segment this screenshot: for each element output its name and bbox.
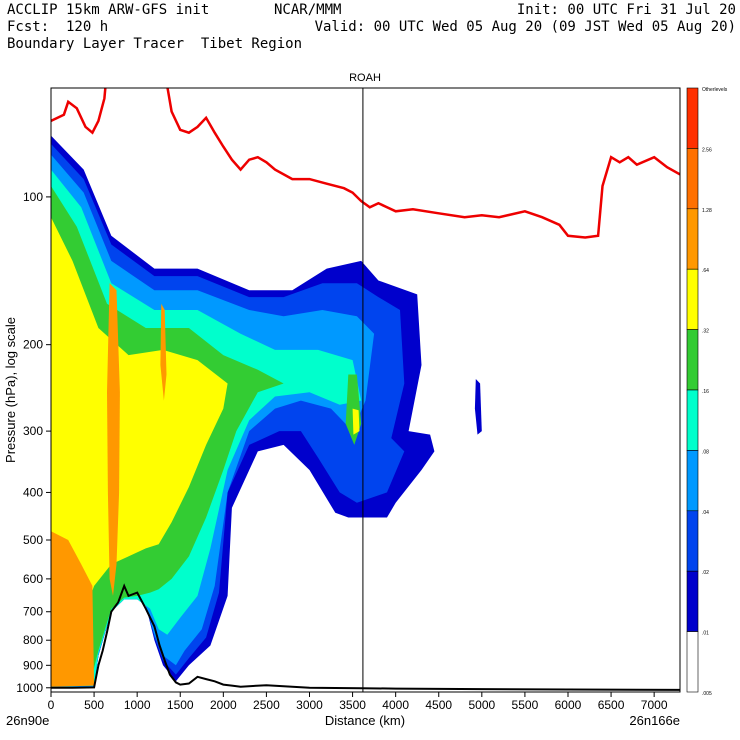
x-axis-label: Distance (km) [325, 713, 405, 728]
legend-swatch-0 [686, 87, 699, 149]
legend-swatch-9 [686, 631, 699, 693]
x-right-endpoint: 26n166e [629, 713, 680, 728]
field-name: Boundary Layer Tracer Tibet Region [7, 36, 303, 52]
y-tick-label-400: 400 [23, 485, 43, 499]
y-axis-label: Pressure (hPa), log scale [3, 317, 18, 463]
x-tick-label-7000: 7000 [641, 698, 668, 712]
x-tick-label-6500: 6500 [598, 698, 625, 712]
x-tick-label-1000: 1000 [124, 698, 151, 712]
contour-patch-2 [474, 379, 482, 435]
x-tick-label-1500: 1500 [167, 698, 194, 712]
legend-label-9: .01 [702, 631, 709, 637]
forecast-hour: Fcst: 120 h [7, 19, 109, 35]
contour-fill-6 [51, 531, 95, 687]
init-time: Init: 00 UTC Fri 31 Jul 20 [516, 2, 736, 18]
legend-label-1: 2.56 [702, 147, 712, 153]
x-tick-label-0: 0 [48, 698, 55, 712]
legend-swatch-8 [686, 570, 699, 632]
x-tick-label-2500: 2500 [253, 698, 280, 712]
x-tick-label-4000: 4000 [382, 698, 409, 712]
legend-label-4: .32 [702, 329, 709, 335]
x-tick-label-3500: 3500 [339, 698, 366, 712]
x-tick-label-5000: 5000 [468, 698, 495, 712]
legend-swatch-6 [686, 450, 699, 512]
legend-label-7: .04 [702, 510, 709, 516]
legend-swatch-7 [686, 510, 699, 572]
axes: 0 500 1000 1500 2000 2500 3000 3500 4000 4500 5000… [16, 190, 668, 712]
x-tick-label-500: 500 [84, 698, 104, 712]
legend-label-0: Otherlevels [702, 87, 728, 93]
tropopause-line [51, 88, 680, 239]
y-tick-label-800: 800 [23, 633, 43, 647]
y-tick-label-300: 300 [23, 424, 43, 438]
terrain-line [51, 583, 680, 691]
legend-label-8: .02 [702, 570, 709, 576]
legend-label-5: .16 [702, 389, 709, 395]
x-left-endpoint: 26n90e [6, 713, 49, 728]
x-tick-label-2000: 2000 [210, 698, 237, 712]
x-tick-label-6000: 6000 [555, 698, 582, 712]
x-tick-label-5500: 5500 [512, 698, 539, 712]
y-tick-label-1000: 1000 [16, 681, 43, 695]
org-label: NCAR/MMM [274, 2, 342, 18]
y-tick-label-600: 600 [23, 572, 43, 586]
y-tick-label-100: 100 [23, 190, 43, 204]
chart-title: ROAH [349, 72, 381, 84]
plot-frame [50, 87, 681, 693]
contour-fills [51, 135, 482, 688]
contour-fill-8 [160, 303, 167, 401]
legend-swatch-3 [686, 268, 699, 330]
legend-swatch-5 [686, 389, 699, 451]
y-tick-label-700: 700 [23, 605, 43, 619]
y-tick-label-900: 900 [23, 658, 43, 672]
legend-label-2: 1.28 [702, 208, 712, 214]
contour-fill-7 [107, 283, 120, 596]
color-legend: Otherlevels 2.56 1.28 .64 .32 .16 .08 .04 .02 .01… [686, 87, 728, 697]
legend-label-3: .64 [702, 268, 709, 274]
y-tick-label-200: 200 [23, 338, 43, 352]
legend-swatch-2 [686, 208, 699, 270]
contour-fill-5 [51, 217, 228, 641]
x-tick-label-3000: 3000 [296, 698, 323, 712]
legend-swatch-1 [686, 148, 699, 210]
legend-label-6: .08 [702, 449, 709, 455]
y-tick-label-500: 500 [23, 533, 43, 547]
contour-patch-1 [352, 408, 360, 435]
model-title: ACCLIP 15km ARW-GFS init [7, 2, 210, 18]
legend-swatch-4 [686, 329, 699, 391]
legend-label-10: .005 [702, 691, 712, 697]
x-tick-label-4500: 4500 [425, 698, 452, 712]
profile-lines [51, 88, 680, 692]
valid-time: Valid: 00 UTC Wed 05 Aug 20 (09 JST Wed … [314, 19, 736, 35]
